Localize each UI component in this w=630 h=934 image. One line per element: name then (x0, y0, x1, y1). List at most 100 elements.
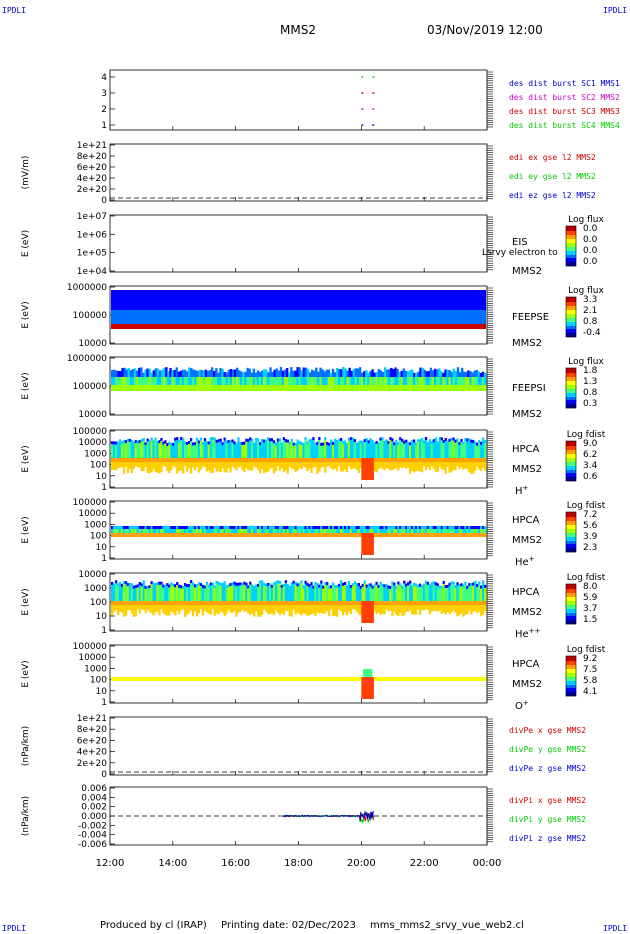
colorbar-cell (566, 551, 576, 553)
spec-cell (140, 605, 143, 610)
spec-cell (201, 677, 205, 681)
spec-cell (253, 588, 256, 603)
spec-cell (395, 585, 398, 589)
spec-cell (118, 462, 122, 468)
spec-cell (237, 440, 240, 460)
spec-cell (440, 370, 443, 381)
spec-cell (426, 526, 430, 529)
spec-cell (233, 533, 236, 537)
spec-cell (180, 533, 183, 537)
colorbar-cell (566, 614, 576, 616)
colorbar-cell (566, 599, 576, 601)
spec-cell (349, 585, 353, 589)
colorbar-cell (566, 677, 576, 679)
spec-cell (422, 605, 426, 611)
spec-row (111, 290, 486, 292)
spec-cell (274, 526, 278, 529)
spec-cell (286, 533, 289, 537)
spec-cell (341, 582, 345, 586)
spec-cell (201, 445, 205, 460)
spec-cell (308, 533, 311, 537)
spec-cell (205, 462, 209, 472)
spec-cell (426, 605, 430, 610)
spec-cell (444, 605, 447, 615)
spec-cell (290, 533, 293, 537)
spec-cell (112, 586, 116, 603)
spec-cell (253, 605, 256, 617)
spec-cell (448, 462, 451, 473)
spec-cell (332, 677, 335, 681)
spec-cell (174, 601, 177, 605)
spec-cell (233, 385, 237, 391)
spec-cell (332, 441, 335, 445)
spec-cell (217, 584, 220, 603)
spec-cell (114, 441, 118, 445)
spec-cell (148, 585, 151, 589)
spec-cell (132, 601, 135, 605)
spec-cell (375, 443, 378, 460)
spec-cell (484, 677, 487, 681)
spec-cell (257, 438, 260, 442)
spec-cell (392, 377, 395, 391)
spec-cell (270, 605, 274, 614)
spec-cell (377, 445, 380, 460)
spec-cell (320, 583, 323, 603)
colorbar-cell (566, 681, 576, 683)
spec-cell (379, 584, 382, 603)
spec-cell (272, 533, 276, 537)
spec-cell (320, 442, 323, 446)
spec-cell (479, 385, 483, 391)
spec-cell (403, 583, 406, 603)
spec-cell (371, 588, 374, 603)
spec-cell (304, 385, 308, 391)
spec-cell (201, 601, 205, 605)
spec-cell (189, 458, 193, 462)
spec-cell (272, 458, 276, 462)
spec-cell (227, 529, 230, 535)
colorbar-cell (566, 656, 576, 658)
spec-cell (243, 677, 246, 681)
spec-cell (238, 385, 241, 391)
spec-cell (225, 526, 228, 529)
burst-mark (361, 76, 364, 78)
species-label: He+ (515, 555, 535, 568)
spec-cell (259, 442, 262, 446)
spec-cell (261, 370, 264, 381)
spec-cell (229, 368, 233, 379)
spec-cell (454, 587, 457, 603)
spec-cell (324, 437, 327, 441)
spec-cell (166, 529, 169, 535)
spec-row (111, 303, 486, 305)
spec-cell (304, 605, 307, 614)
spec-cell (186, 462, 189, 472)
spec-cell (446, 587, 449, 603)
spec-cell (264, 677, 268, 681)
spec-cell (148, 605, 151, 612)
spec-cell (219, 533, 222, 537)
spec-cell (474, 533, 477, 537)
spec-cell (290, 367, 293, 378)
spec-cell (144, 601, 147, 605)
spec-cell (238, 377, 241, 391)
spec-cell (341, 677, 345, 681)
y-tick-label: 100 (90, 532, 107, 542)
colorbar-cell (566, 399, 576, 401)
spec-row (111, 310, 486, 312)
spec-cell (395, 677, 398, 681)
spec-cell (482, 677, 485, 681)
spec-cell (246, 367, 249, 378)
spec-cell (133, 368, 137, 379)
spec-cell (466, 588, 469, 603)
spec-cell (403, 529, 406, 535)
colorbar-cell (566, 455, 576, 457)
colorbar-cell (566, 332, 576, 334)
spec-cell (359, 458, 362, 462)
spec-cell (154, 462, 157, 473)
spec-cell (352, 385, 356, 391)
spec-cell (476, 601, 479, 605)
spec-cell (337, 586, 341, 603)
spec-cell (231, 377, 235, 391)
spec-cell (207, 441, 210, 445)
spec-cell (454, 601, 457, 605)
colorbar-title: Log fdist (567, 645, 606, 655)
